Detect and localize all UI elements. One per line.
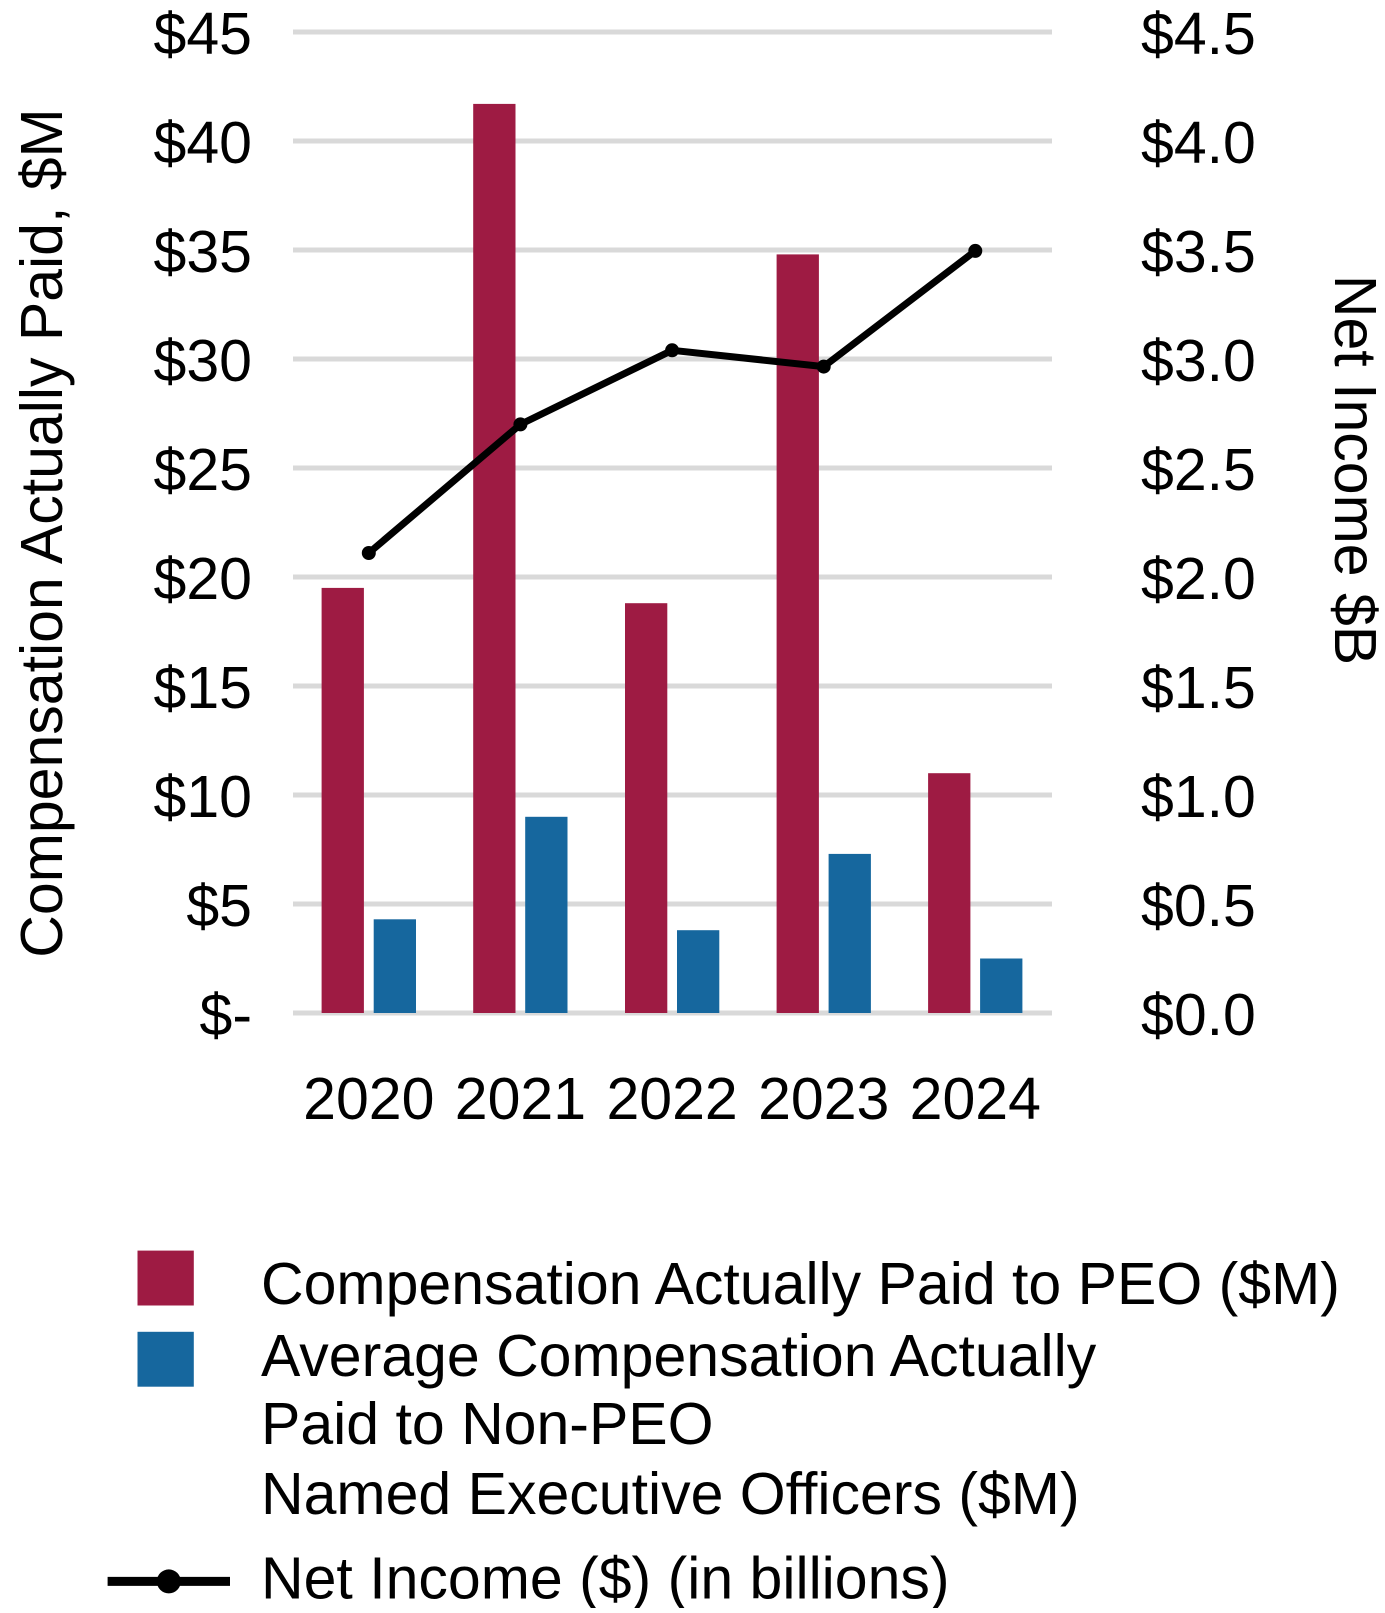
svg-text:Named Executive Officers ($M): Named Executive Officers ($M) bbox=[261, 1461, 1080, 1527]
svg-text:$0.0: $0.0 bbox=[1141, 982, 1256, 1048]
svg-text:Compensation Actually Paid to: Compensation Actually Paid to PEO ($M) bbox=[261, 1251, 1340, 1317]
svg-text:$0.5: $0.5 bbox=[1141, 873, 1256, 939]
svg-text:$40: $40 bbox=[154, 110, 252, 176]
svg-text:$30: $30 bbox=[154, 328, 252, 394]
svg-text:$4.5: $4.5 bbox=[1141, 1, 1256, 67]
svg-text:Net Income $B: Net Income $B bbox=[1322, 275, 1385, 665]
svg-text:$3.0: $3.0 bbox=[1141, 328, 1256, 394]
svg-text:$45: $45 bbox=[154, 1, 252, 67]
svg-text:Net Income ($) (in billions): Net Income ($) (in billions) bbox=[261, 1546, 950, 1609]
svg-text:$3.5: $3.5 bbox=[1141, 219, 1256, 285]
svg-text:2020: 2020 bbox=[303, 1066, 434, 1132]
svg-text:Paid to Non-PEO: Paid to Non-PEO bbox=[261, 1391, 714, 1457]
svg-text:2022: 2022 bbox=[606, 1066, 737, 1132]
svg-text:$1.0: $1.0 bbox=[1141, 764, 1256, 830]
svg-text:$4.0: $4.0 bbox=[1141, 110, 1256, 176]
svg-text:2021: 2021 bbox=[455, 1066, 586, 1132]
svg-text:$5: $5 bbox=[186, 873, 252, 939]
svg-text:2024: 2024 bbox=[910, 1066, 1041, 1132]
svg-text:$1.5: $1.5 bbox=[1141, 655, 1256, 721]
svg-text:Average Compensation Actually: Average Compensation Actually bbox=[261, 1323, 1097, 1389]
svg-text:$2.5: $2.5 bbox=[1141, 437, 1256, 503]
svg-text:$25: $25 bbox=[154, 437, 252, 503]
svg-text:$-: $- bbox=[200, 982, 252, 1048]
svg-text:$10: $10 bbox=[154, 764, 252, 830]
svg-text:2023: 2023 bbox=[758, 1066, 889, 1132]
svg-text:$35: $35 bbox=[154, 219, 252, 285]
svg-text:Compensation Actually Paid, $M: Compensation Actually Paid, $M bbox=[9, 108, 75, 957]
svg-text:$2.0: $2.0 bbox=[1141, 546, 1256, 612]
svg-text:$15: $15 bbox=[154, 655, 252, 721]
svg-text:$20: $20 bbox=[154, 546, 252, 612]
